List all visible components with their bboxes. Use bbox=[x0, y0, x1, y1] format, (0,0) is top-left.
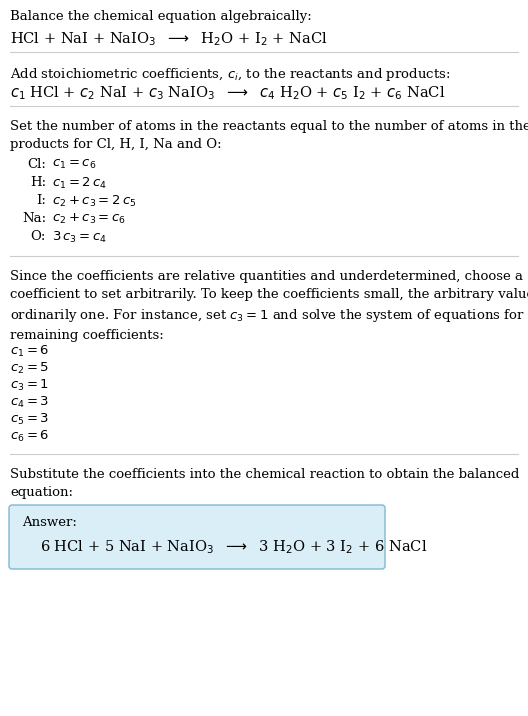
Text: O:: O: bbox=[31, 230, 46, 243]
Text: $c_6 = 6$: $c_6 = 6$ bbox=[10, 429, 49, 444]
Text: Na:: Na: bbox=[22, 212, 46, 225]
Text: Since the coefficients are relative quantities and underdetermined, choose a
coe: Since the coefficients are relative quan… bbox=[10, 270, 528, 342]
Text: $c_4 = 3$: $c_4 = 3$ bbox=[10, 395, 49, 410]
Text: $c_1 = 2\,c_4$: $c_1 = 2\,c_4$ bbox=[52, 176, 107, 191]
Text: $c_2 + c_3 = c_6$: $c_2 + c_3 = c_6$ bbox=[52, 212, 126, 226]
Text: $c_1$ HCl + $c_2$ NaI + $c_3$ NaIO$_3$  $\longrightarrow$  $c_4$ H$_2$O + $c_5$ : $c_1$ HCl + $c_2$ NaI + $c_3$ NaIO$_3$ $… bbox=[10, 84, 446, 102]
Text: Add stoichiometric coefficients, $c_i$, to the reactants and products:: Add stoichiometric coefficients, $c_i$, … bbox=[10, 66, 450, 83]
Text: Answer:: Answer: bbox=[22, 516, 77, 529]
Text: 6 HCl + 5 NaI + NaIO$_3$  $\longrightarrow$  3 H$_2$O + 3 I$_2$ + 6 NaCl: 6 HCl + 5 NaI + NaIO$_3$ $\longrightarro… bbox=[40, 538, 427, 556]
Text: HCl + NaI + NaIO$_3$  $\longrightarrow$  H$_2$O + I$_2$ + NaCl: HCl + NaI + NaIO$_3$ $\longrightarrow$ H… bbox=[10, 30, 327, 48]
FancyBboxPatch shape bbox=[9, 505, 385, 569]
Text: I:: I: bbox=[36, 194, 46, 207]
Text: Substitute the coefficients into the chemical reaction to obtain the balanced
eq: Substitute the coefficients into the che… bbox=[10, 468, 520, 499]
Text: Balance the chemical equation algebraically:: Balance the chemical equation algebraica… bbox=[10, 10, 312, 23]
Text: $c_1 = c_6$: $c_1 = c_6$ bbox=[52, 158, 96, 171]
Text: $c_5 = 3$: $c_5 = 3$ bbox=[10, 412, 49, 427]
Text: H:: H: bbox=[30, 176, 46, 189]
Text: Cl:: Cl: bbox=[27, 158, 46, 171]
Text: $c_3 = 1$: $c_3 = 1$ bbox=[10, 378, 49, 393]
Text: $3\,c_3 = c_4$: $3\,c_3 = c_4$ bbox=[52, 230, 107, 245]
Text: $c_2 + c_3 = 2\,c_5$: $c_2 + c_3 = 2\,c_5$ bbox=[52, 194, 136, 209]
Text: $c_1 = 6$: $c_1 = 6$ bbox=[10, 344, 49, 359]
Text: Set the number of atoms in the reactants equal to the number of atoms in the
pro: Set the number of atoms in the reactants… bbox=[10, 120, 528, 151]
Text: $c_2 = 5$: $c_2 = 5$ bbox=[10, 361, 49, 376]
